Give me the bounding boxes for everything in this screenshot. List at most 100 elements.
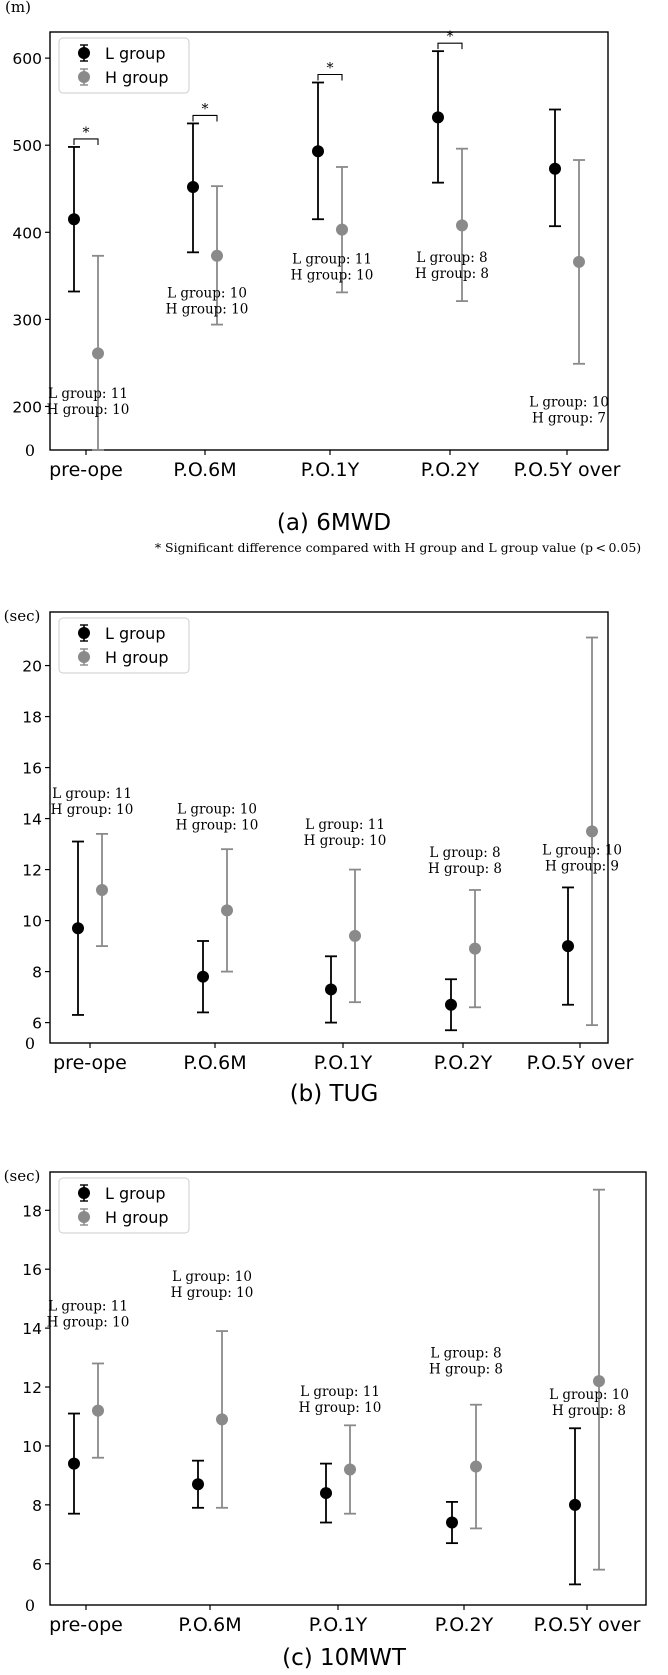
y-tick-label: 8 bbox=[32, 964, 42, 982]
unit-label: (sec) bbox=[4, 607, 41, 625]
data-point bbox=[470, 1460, 482, 1473]
data-point bbox=[456, 219, 468, 232]
sample-size-label: H group: 10 bbox=[304, 833, 387, 849]
plot-frame bbox=[49, 611, 609, 1044]
y-tick-label: 500 bbox=[12, 137, 42, 155]
data-point bbox=[344, 1463, 356, 1476]
sample-size-label: L group: 10 bbox=[549, 1387, 629, 1403]
data-point bbox=[320, 1487, 332, 1500]
y-tick-label: 6 bbox=[32, 1556, 42, 1574]
y-tick-label: 300 bbox=[12, 311, 42, 329]
significance-star: * bbox=[83, 125, 90, 141]
y-tick-label: 14 bbox=[22, 811, 42, 829]
significance-bracket bbox=[317, 73, 343, 81]
data-point bbox=[96, 883, 108, 896]
data-point bbox=[586, 825, 598, 838]
data-point bbox=[573, 255, 585, 268]
significance-star: * bbox=[202, 101, 209, 117]
x-tick-label: P.O.5Y over bbox=[514, 459, 621, 481]
legend-marker-dot bbox=[78, 627, 90, 639]
sample-size-label: L group: 11 bbox=[52, 786, 132, 802]
sample-size-label: H group: 10 bbox=[291, 268, 374, 284]
sample-size-label: L group: 10 bbox=[529, 394, 609, 410]
significance-bracket bbox=[437, 42, 463, 50]
sample-size-label: H group: 8 bbox=[429, 1362, 503, 1378]
footnote: * Significant difference compared with H… bbox=[155, 540, 641, 555]
data-point bbox=[92, 1404, 104, 1417]
sample-size-label: L group: 8 bbox=[416, 250, 487, 266]
y-tick-label: 16 bbox=[22, 1261, 42, 1279]
sample-size-label: H group: 10 bbox=[176, 817, 259, 833]
sample-size-label: L group: 8 bbox=[430, 1346, 501, 1362]
data-point bbox=[197, 970, 209, 983]
x-tick-label: P.O.1Y bbox=[314, 1052, 373, 1074]
sample-size-label: H group: 10 bbox=[299, 1400, 382, 1416]
legend-box bbox=[58, 1177, 190, 1234]
sample-size-label: L group: 10 bbox=[167, 286, 247, 302]
y-tick-label: 10 bbox=[22, 1438, 42, 1456]
significance-star: * bbox=[327, 61, 334, 77]
data-point bbox=[446, 1516, 458, 1529]
y-tick-label: 16 bbox=[22, 760, 42, 778]
y-tick-label: 600 bbox=[12, 50, 42, 68]
significance-bracket bbox=[73, 138, 99, 145]
legend-entry: L group bbox=[105, 624, 165, 643]
sample-size-label: H group: 8 bbox=[428, 861, 502, 877]
x-tick-label: P.O.1Y bbox=[301, 459, 360, 481]
x-tick-label: P.O.5Y over bbox=[534, 1614, 641, 1636]
y-tick-label: 20 bbox=[22, 658, 42, 676]
x-tick-label: P.O.6M bbox=[178, 1614, 241, 1636]
plot-frame bbox=[49, 1171, 647, 1606]
data-point bbox=[445, 998, 457, 1011]
legend-marker-dot bbox=[78, 71, 90, 83]
data-point bbox=[68, 1457, 80, 1470]
sample-size-label: L group: 11 bbox=[300, 1384, 380, 1400]
y-tick-label: 8 bbox=[32, 1497, 42, 1515]
y-tick-label: 400 bbox=[12, 224, 42, 242]
sample-size-label: H group: 10 bbox=[171, 1285, 254, 1301]
sample-size-label: H group: 8 bbox=[415, 266, 489, 282]
data-point bbox=[72, 922, 84, 935]
sample-size-label: L group: 11 bbox=[292, 252, 372, 268]
y-tick-label: 200 bbox=[12, 398, 42, 416]
chart-title: (c) 10MWT bbox=[282, 1645, 407, 1671]
plot-frame bbox=[49, 31, 609, 451]
y-tick-label: 14 bbox=[22, 1320, 42, 1338]
data-point bbox=[325, 983, 337, 996]
data-point bbox=[336, 223, 348, 236]
x-tick-label: P.O.5Y over bbox=[527, 1052, 634, 1074]
legend-marker-dot bbox=[78, 1211, 90, 1223]
chart-panel-a: (m) 200 300 400 500 600 0 pre-ope P.O.6M P.O.1Y P.… bbox=[5, 0, 641, 555]
sample-size-label: H group: 9 bbox=[545, 858, 619, 874]
legend-entry: H group bbox=[105, 68, 169, 87]
x-tick-label: P.O.6M bbox=[183, 1052, 246, 1074]
sample-size-label: L group: 10 bbox=[172, 1269, 252, 1285]
legend-entry: H group bbox=[105, 1208, 169, 1227]
data-point bbox=[562, 940, 574, 953]
chart-panel-c: (sec) 6 8 10 12 14 16 18 0 pre-ope P.O.6M P.O.1Y P.O… bbox=[4, 1167, 647, 1671]
data-point bbox=[549, 162, 561, 175]
legend-box bbox=[58, 617, 190, 674]
significance-star: * bbox=[447, 29, 454, 45]
x-tick-label: P.O.2Y bbox=[435, 1614, 494, 1636]
chart-title: (a) 6MWD bbox=[277, 510, 391, 536]
y-zero-label: 0 bbox=[25, 1596, 35, 1615]
y-zero-label: 0 bbox=[25, 1034, 35, 1053]
sample-size-label: H group: 7 bbox=[532, 410, 606, 426]
data-point bbox=[68, 213, 80, 226]
data-point bbox=[312, 145, 324, 158]
y-tick-label: 12 bbox=[22, 1379, 42, 1397]
data-point bbox=[469, 942, 481, 955]
data-point bbox=[187, 181, 199, 194]
data-point bbox=[192, 1478, 204, 1491]
sample-size-label: L group: 10 bbox=[177, 801, 257, 817]
y-tick-label: 10 bbox=[22, 913, 42, 931]
x-tick-label: pre-ope bbox=[49, 1614, 123, 1636]
data-point bbox=[211, 249, 223, 262]
y-tick-label: 6 bbox=[32, 1015, 42, 1033]
legend-entry: L group bbox=[105, 1184, 165, 1203]
unit-label: (sec) bbox=[4, 1167, 41, 1185]
x-tick-label: P.O.6M bbox=[173, 459, 236, 481]
data-point bbox=[569, 1498, 581, 1511]
